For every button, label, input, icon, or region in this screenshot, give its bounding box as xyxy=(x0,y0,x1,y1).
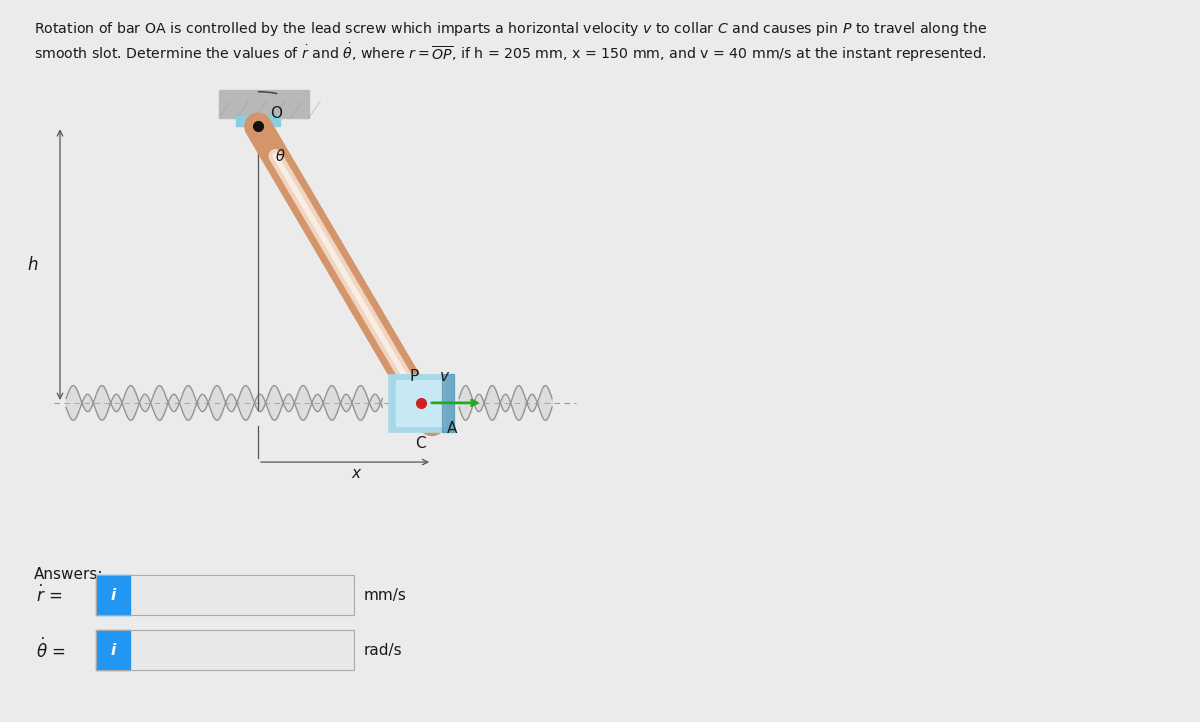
Text: $x$: $x$ xyxy=(352,466,362,481)
Bar xyxy=(96,630,354,670)
Text: mm/s: mm/s xyxy=(364,588,407,603)
Bar xyxy=(388,374,454,432)
Text: $h$: $h$ xyxy=(26,256,38,274)
Text: $\dot{r}$ =: $\dot{r}$ = xyxy=(36,585,62,606)
Text: $\dot{\theta}$ =: $\dot{\theta}$ = xyxy=(36,638,66,662)
Bar xyxy=(442,374,454,432)
Text: Rotation of bar OA is controlled by the lead screw which imparts a horizontal ve: Rotation of bar OA is controlled by the … xyxy=(34,20,986,38)
Text: i: i xyxy=(110,643,115,658)
Bar xyxy=(96,575,130,615)
Text: O: O xyxy=(270,105,282,121)
Bar xyxy=(96,575,354,615)
Bar xyxy=(220,90,310,118)
Text: P: P xyxy=(410,369,419,384)
Text: rad/s: rad/s xyxy=(364,643,402,658)
Bar xyxy=(396,380,445,426)
Text: $v$: $v$ xyxy=(438,369,450,384)
Text: Answers:: Answers: xyxy=(34,567,103,582)
Bar xyxy=(130,575,354,615)
Text: C: C xyxy=(415,435,426,451)
Bar xyxy=(130,630,354,670)
Text: A: A xyxy=(446,421,457,436)
Text: smooth slot. Determine the values of $\dot{r}$ and $\dot{\theta}$, where $r = \o: smooth slot. Determine the values of $\d… xyxy=(34,41,986,64)
Bar xyxy=(96,630,130,670)
Text: i: i xyxy=(110,588,115,603)
Bar xyxy=(236,116,280,126)
Text: $\theta$: $\theta$ xyxy=(275,148,286,164)
